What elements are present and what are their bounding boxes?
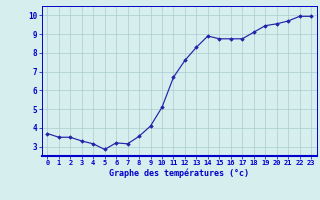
X-axis label: Graphe des températures (°c): Graphe des températures (°c) (109, 169, 249, 178)
